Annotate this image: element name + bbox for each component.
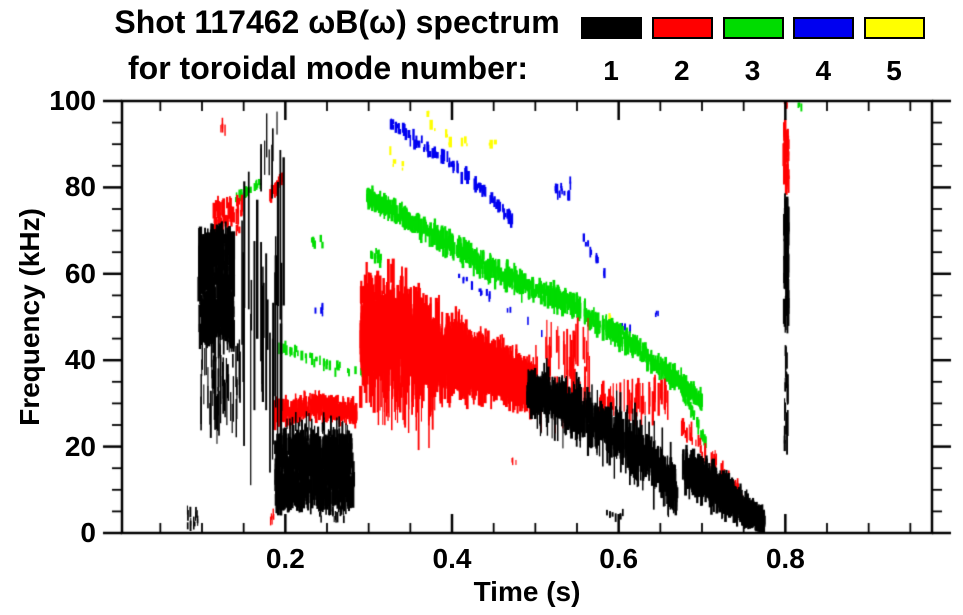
x-tick-label-0.8: 0.8 [765,543,805,574]
y-tick-label-20: 20 [64,430,96,462]
x-tick-label-0.2: 0.2 [265,543,305,574]
y-tick-label-40: 40 [64,344,96,376]
x-axis-title: Time (s) [473,576,581,607]
x-tick-label-0.6: 0.6 [599,543,639,574]
y-tick-label-0: 0 [80,517,96,548]
x-tick-label-0.4: 0.4 [432,543,472,574]
y-axis-title: Frequency (kHz) [14,208,45,426]
y-tick-label-60: 60 [64,257,96,289]
y-tick-label-80: 80 [64,171,96,203]
y-tick-label-100: 100 [49,85,96,116]
